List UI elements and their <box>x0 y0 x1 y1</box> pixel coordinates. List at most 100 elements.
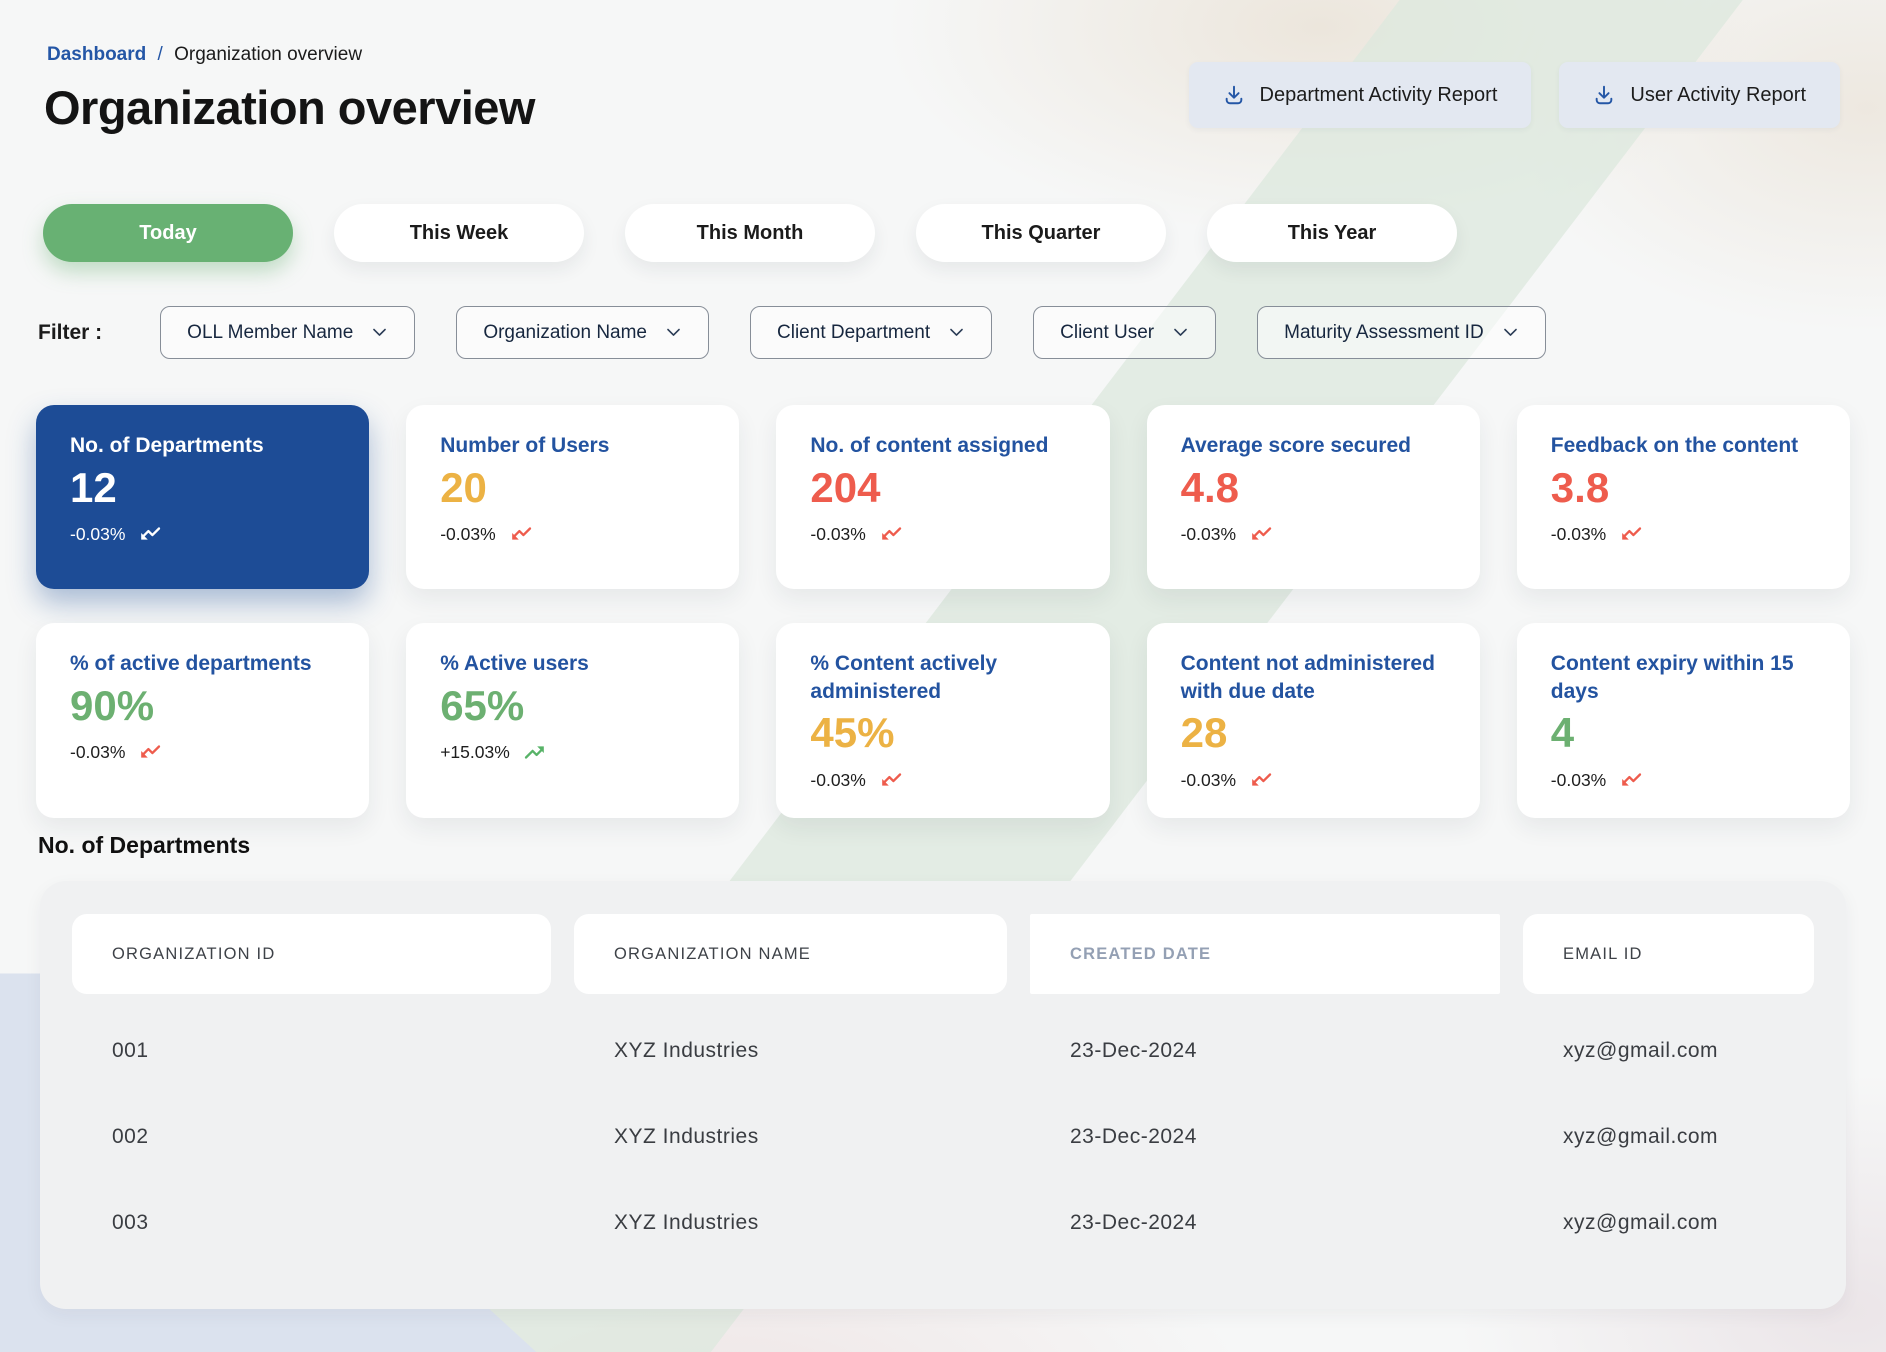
trend-up-icon <box>523 743 547 761</box>
column-header-organization-id[interactable]: ORGANIZATION ID <box>72 914 551 994</box>
stat-card-content-assigned[interactable]: No. of content assigned 204 -0.03% <box>776 405 1110 589</box>
column-header-label: ORGANIZATION NAME <box>614 944 812 963</box>
time-filter-this-month[interactable]: This Month <box>625 204 875 262</box>
table-section-title: No. of Departments <box>38 832 251 858</box>
cell-organization-id: 002 <box>112 1125 149 1148</box>
trend-down-icon <box>1249 771 1273 789</box>
table-row[interactable]: 003 XYZ Industries 23-Dec-2024 xyz@gmail… <box>72 1180 1814 1266</box>
change-value: -0.03% <box>810 769 866 790</box>
column-header-created-date[interactable]: CREATED DATE <box>1030 914 1500 994</box>
cell-organization-name: XYZ Industries <box>614 1211 759 1234</box>
stat-card-content-expiry[interactable]: Content expiry within 15 days 4 -0.03% <box>1516 623 1850 818</box>
stat-card-change: -0.03% <box>810 524 902 545</box>
change-value: +15.03% <box>440 741 510 762</box>
stat-card-value: 20 <box>440 463 487 511</box>
cell-created-date: 23-Dec-2024 <box>1070 1039 1197 1062</box>
filter-label: Filter : <box>38 320 103 344</box>
trend-down-icon <box>138 525 162 543</box>
stat-card-title: Average score secured <box>1180 434 1411 457</box>
change-value: -0.03% <box>1550 523 1607 544</box>
time-filter-this-year[interactable]: This Year <box>1207 204 1457 262</box>
chevron-down-icon <box>665 324 682 341</box>
stat-card-value: 45% <box>810 709 895 757</box>
stat-card-content-actively-administered[interactable]: % Content actively administered 45% -0.0… <box>776 623 1110 818</box>
chevron-down-icon <box>1502 324 1519 341</box>
filter-maturity-assessment-id[interactable]: Maturity Assessment ID <box>1257 306 1546 359</box>
filter-row: Filter : OLL Member Name Organization Na… <box>38 306 1587 359</box>
cell-organization-name: XYZ Industries <box>614 1039 759 1062</box>
stat-card-value: 12 <box>70 463 117 511</box>
stat-card-title: Number of Users <box>440 434 610 457</box>
stat-card-title: % Active users <box>440 652 589 675</box>
change-value: -0.03% <box>70 741 126 762</box>
change-value: -0.03% <box>810 523 866 544</box>
dropdown-label: Client Department <box>777 321 931 343</box>
column-header-label: EMAIL ID <box>1563 944 1643 963</box>
stat-card-change: -0.03% <box>1181 770 1273 791</box>
column-header-organization-name[interactable]: ORGANIZATION NAME <box>574 914 1007 994</box>
trend-down-icon <box>879 525 903 543</box>
download-icon <box>1223 84 1245 106</box>
stat-card-no-of-departments[interactable]: No. of Departments 12 -0.03% <box>36 405 370 589</box>
trend-down-icon <box>1619 525 1643 543</box>
cell-organization-id: 003 <box>112 1211 149 1234</box>
cell-created-date: 23-Dec-2024 <box>1070 1125 1197 1148</box>
column-header-email-id[interactable]: EMAIL ID <box>1523 914 1814 994</box>
stat-card-title: No. of Departments <box>70 434 264 457</box>
stat-card-value: 4 <box>1550 709 1575 757</box>
column-header-label: CREATED DATE <box>1070 944 1212 963</box>
breadcrumb-dashboard-link[interactable]: Dashboard <box>47 44 147 65</box>
filter-organization-name[interactable]: Organization Name <box>456 306 710 359</box>
stat-card-value: 3.8 <box>1550 463 1610 511</box>
departments-table: ORGANIZATION ID ORGANIZATION NAME CREATE… <box>40 881 1846 1309</box>
cell-email-id: xyz@gmail.com <box>1563 1039 1719 1062</box>
dropdown-label: Organization Name <box>483 321 648 343</box>
table-row[interactable]: 002 XYZ Industries 23-Dec-2024 xyz@gmail… <box>72 1094 1814 1180</box>
filter-client-department[interactable]: Client Department <box>750 306 993 359</box>
department-activity-report-button[interactable]: Department Activity Report <box>1188 62 1532 128</box>
change-value: -0.03% <box>1180 523 1237 544</box>
breadcrumb: Dashboard / Organization overview <box>47 44 362 66</box>
stat-card-active-users[interactable]: % Active users 65% +15.03% <box>406 623 740 818</box>
user-activity-report-button[interactable]: User Activity Report <box>1559 62 1840 128</box>
trend-down-icon <box>879 771 903 789</box>
stat-card-value: 65% <box>440 681 525 729</box>
time-filter-today[interactable]: Today <box>43 204 293 262</box>
stat-card-value: 4.8 <box>1180 463 1239 511</box>
column-header-label: ORGANIZATION ID <box>112 944 276 963</box>
change-value: -0.03% <box>440 523 496 544</box>
table-body: 001 XYZ Industries 23-Dec-2024 xyz@gmail… <box>72 1008 1814 1266</box>
stat-card-average-score[interactable]: Average score secured 4.8 -0.03% <box>1146 405 1480 589</box>
filter-client-user[interactable]: Client User <box>1033 306 1217 359</box>
stat-card-value: 204 <box>810 463 881 511</box>
stat-card-title: Content expiry within 15 days <box>1550 652 1794 703</box>
dropdown-label: OLL Member Name <box>187 321 354 343</box>
stat-card-feedback[interactable]: Feedback on the content 3.8 -0.03% <box>1516 405 1850 589</box>
stat-card-active-departments[interactable]: % of active departments 90% -0.03% <box>36 623 370 818</box>
change-value: -0.03% <box>1550 769 1607 790</box>
stat-card-title: Content not admini­stered with due date <box>1180 652 1435 703</box>
change-value: -0.03% <box>70 523 126 544</box>
time-filter-this-quarter[interactable]: This Quarter <box>916 204 1166 262</box>
stat-card-title: Feedback on the content <box>1550 434 1799 457</box>
trend-down-icon <box>138 743 162 761</box>
table-row[interactable]: 001 XYZ Industries 23-Dec-2024 xyz@gmail… <box>72 1008 1814 1094</box>
cell-organization-id: 001 <box>112 1039 149 1062</box>
cell-created-date: 23-Dec-2024 <box>1070 1211 1197 1234</box>
trend-down-icon <box>1619 771 1643 789</box>
cell-email-id: xyz@gmail.com <box>1563 1211 1719 1234</box>
breadcrumb-separator: / <box>157 44 163 65</box>
filter-oll-member-name[interactable]: OLL Member Name <box>160 306 416 359</box>
change-value: -0.03% <box>1180 769 1237 790</box>
trend-down-icon <box>1249 525 1273 543</box>
stat-card-number-of-users[interactable]: Number of Users 20 -0.03% <box>406 405 740 589</box>
stat-card-change: -0.03% <box>440 524 532 545</box>
stat-card-content-not-administered[interactable]: Content not admini­stered with due date … <box>1146 623 1480 818</box>
time-filter-pills: Today This Week This Month This Quarter … <box>43 204 1457 262</box>
cell-organization-name: XYZ Industries <box>614 1125 759 1148</box>
dropdown-label: Client User <box>1060 321 1155 343</box>
time-filter-this-week[interactable]: This Week <box>334 204 584 262</box>
user-activity-report-label: User Activity Report <box>1630 83 1806 106</box>
chevron-down-icon <box>948 324 965 341</box>
stat-cards-grid: No. of Departments 12 -0.03% Number of U… <box>36 405 1850 818</box>
